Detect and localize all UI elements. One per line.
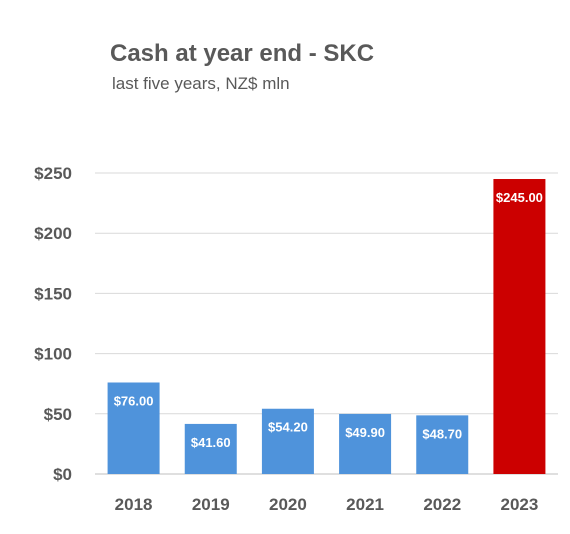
- y-tick-label: $100: [34, 345, 72, 364]
- x-tick-label: 2023: [501, 495, 539, 514]
- data-label: $54.20: [268, 420, 308, 435]
- chart-title: Cash at year end - SKC: [110, 40, 375, 67]
- bar-2019: [184, 423, 237, 474]
- x-tick-label: 2022: [423, 495, 461, 514]
- data-label: $245.00: [496, 190, 543, 205]
- data-label: $48.70: [422, 426, 462, 441]
- bar-2022: [416, 415, 469, 474]
- x-tick-label: 2019: [192, 495, 230, 514]
- y-tick-label: $250: [34, 164, 72, 183]
- x-tick-label: 2021: [346, 495, 384, 514]
- y-tick-label: $150: [34, 284, 72, 303]
- y-tick-label: $0: [53, 465, 72, 484]
- bar-2023: [493, 179, 546, 474]
- bar-2018: [107, 382, 160, 474]
- bar-2021: [339, 413, 392, 474]
- y-tick-label: $200: [34, 224, 72, 243]
- data-label: $41.60: [191, 435, 231, 450]
- x-tick-label: 2018: [115, 495, 153, 514]
- bar-2020: [261, 408, 314, 474]
- y-tick-label: $50: [44, 405, 72, 424]
- chart-subtitle: last five years, NZ$ mln: [112, 74, 290, 93]
- x-tick-label: 2020: [269, 495, 307, 514]
- data-label: $49.90: [345, 425, 385, 440]
- data-label: $76.00: [114, 393, 154, 408]
